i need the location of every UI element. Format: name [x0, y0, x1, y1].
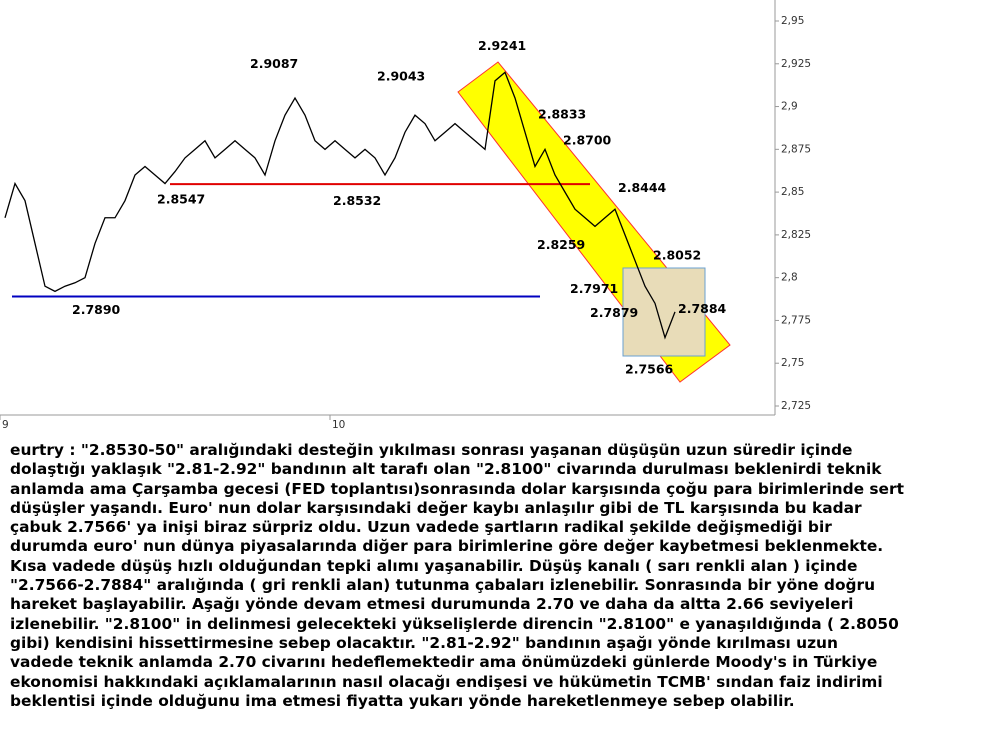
text-line: vadede teknik anlamda 2.70 civarını hede… — [10, 653, 878, 672]
chart: 2,725 2,75 2,775 2,8 2,825 2,85 2,875 2,9 2,925 2… — [0, 0, 811, 430]
y-tick-label: 2,775 — [781, 314, 811, 326]
y-tick-label: 2,95 — [781, 15, 804, 27]
y-tick-label: 2,725 — [781, 400, 811, 412]
x-tick-label: 9 — [2, 419, 9, 430]
text-line: düşüşler yaşandı. Euro' nun dolar karşıs… — [10, 498, 862, 517]
y-tick-label: 2,8 — [781, 272, 798, 284]
text-line: Kısa vadede düşüş hızlı olduğundan tepki… — [10, 556, 858, 575]
price-annotation: 2.8547 — [157, 192, 205, 207]
x-tick-label: 10 — [332, 419, 345, 430]
y-tick-label: 2,75 — [781, 357, 804, 369]
price-annotation: 2.8833 — [538, 107, 586, 122]
price-annotation: 2.7884 — [678, 301, 727, 316]
price-annotation: 2.7890 — [72, 302, 121, 317]
text-line: çabuk 2.7566' ya inişi biraz sürpriz old… — [10, 518, 832, 537]
price-annotation: 2.9241 — [478, 38, 526, 53]
price-annotation: 2.8532 — [333, 193, 381, 208]
y-tick-label: 2,85 — [781, 186, 804, 198]
commentary: eurtry : "2.8530-50" aralığındaki desteğ… — [10, 441, 995, 711]
text-line: beklentisi içinde olduğunu ima etmesi fi… — [10, 691, 795, 710]
price-annotation: 2.7879 — [590, 305, 638, 320]
text-line: durumda euro' nun dünya piyasalarında di… — [10, 537, 884, 556]
text-line: "2.7566-2.7884" aralığında ( gri renkli … — [10, 576, 876, 595]
price-line — [4, 71, 676, 340]
y-tick-label: 2,875 — [781, 143, 811, 155]
text-line: ekonomisi hakkındaki açıklamalarının nas… — [10, 672, 883, 691]
text-line: izlenebilir. "2.8100" in delinmesi gelec… — [10, 614, 899, 633]
text-line: hareket başlayabilir. Aşağı yönde devam … — [10, 595, 854, 614]
price-annotation: 2.9043 — [377, 69, 425, 84]
price-annotation: 2.9087 — [250, 56, 298, 71]
y-tick-label: 2,825 — [781, 229, 811, 241]
text-line: anlamda ama Çarşamba gecesi (FED toplant… — [10, 479, 904, 498]
text-line: eurtry : "2.8530-50" aralığındaki desteğ… — [10, 441, 853, 459]
price-annotation: 2.8259 — [537, 237, 585, 252]
consolidation-box — [622, 267, 706, 357]
price-annotation: 2.8444 — [618, 180, 667, 195]
y-tick-label: 2,925 — [781, 58, 811, 70]
price-annotation: 2.8052 — [653, 247, 701, 262]
price-annotation: 2.7971 — [570, 281, 618, 296]
y-tick-label: 2,9 — [781, 101, 798, 113]
text-line: dolaştığı yaklaşık "2.81-2.92" bandının … — [10, 460, 882, 479]
price-annotation: 2.8700 — [563, 132, 612, 147]
text-line: gibi) kendisini hissettirmesine sebep ol… — [10, 633, 838, 652]
price-annotation: 2.7566 — [625, 361, 674, 376]
